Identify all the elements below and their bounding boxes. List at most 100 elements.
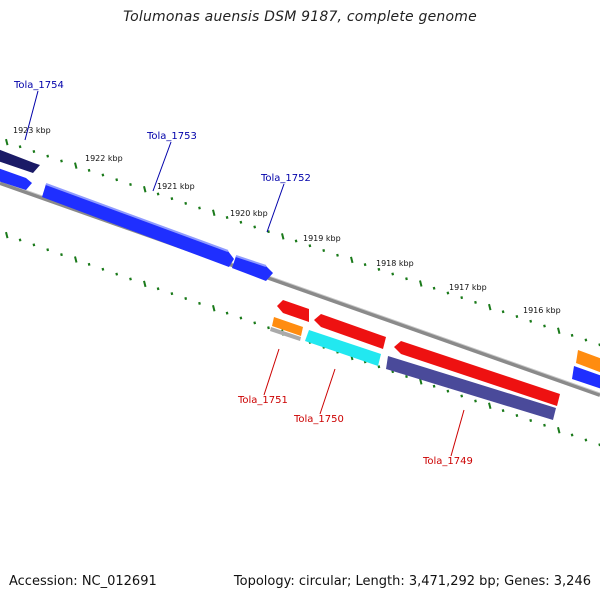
gene-tola-1751[interactable] xyxy=(270,300,309,341)
gene-label-tola-1751[interactable]: Tola_1751 xyxy=(237,395,288,406)
minor-tick xyxy=(184,201,188,205)
minor-tick xyxy=(170,292,174,296)
accession-label: Accession: NC_012691 xyxy=(9,574,157,589)
minor-tick xyxy=(115,178,119,182)
gene-highlight xyxy=(45,183,229,252)
minor-tick xyxy=(446,389,450,393)
scale-label: 1920 kbp xyxy=(230,209,268,218)
scale-label: 1918 kbp xyxy=(376,259,414,268)
major-tick xyxy=(74,162,78,169)
minor-tick xyxy=(32,149,36,153)
gene-right-edge-forward[interactable] xyxy=(572,350,600,390)
gene-tola-1752[interactable] xyxy=(232,255,273,281)
minor-tick xyxy=(377,365,381,369)
minor-tick xyxy=(198,206,201,210)
major-tick xyxy=(281,233,285,240)
minor-tick xyxy=(101,173,105,177)
major-tick xyxy=(143,185,147,193)
minor-tick xyxy=(529,319,533,323)
minor-tick xyxy=(432,286,436,290)
major-tick xyxy=(350,256,354,264)
gene-arrow[interactable] xyxy=(42,184,234,267)
gene-arrow[interactable] xyxy=(394,341,560,406)
gene-label-tola-1750[interactable]: Tola_1750 xyxy=(293,414,344,425)
gene-tola-1750[interactable] xyxy=(305,314,386,366)
minor-tick xyxy=(501,310,505,314)
gene-arrow[interactable] xyxy=(272,317,303,336)
gene-arrow[interactable] xyxy=(232,256,273,281)
gene-arrow[interactable] xyxy=(0,148,40,173)
minor-tick xyxy=(156,192,160,196)
minor-tick xyxy=(87,262,91,266)
gene-label-tola-1753[interactable]: Tola_1753 xyxy=(146,131,197,142)
scale-label: 1919 kbp xyxy=(303,234,341,243)
minor-tick xyxy=(198,301,201,305)
minor-tick xyxy=(474,399,477,403)
minor-tick xyxy=(253,321,257,325)
minor-tick xyxy=(253,225,257,229)
gene-arrow[interactable] xyxy=(270,327,301,341)
major-tick xyxy=(74,256,78,263)
major-tick xyxy=(212,209,216,217)
minor-tick xyxy=(474,300,477,304)
major-tick xyxy=(212,305,216,312)
gene-label-tola-1749[interactable]: Tola_1749 xyxy=(422,456,473,467)
gene-label-tola-1752[interactable]: Tola_1752 xyxy=(260,173,311,184)
gene-arrow[interactable] xyxy=(277,300,309,322)
minor-tick xyxy=(322,248,326,252)
minor-tick xyxy=(501,409,505,413)
minor-tick xyxy=(267,230,270,234)
minor-tick xyxy=(46,154,50,158)
gene-tola-1754[interactable] xyxy=(0,148,40,190)
minor-tick xyxy=(156,287,160,291)
major-tick xyxy=(419,280,423,287)
minor-tick xyxy=(529,418,533,422)
gene-arrow[interactable] xyxy=(0,167,32,190)
minor-tick xyxy=(515,315,519,319)
minor-tick xyxy=(170,197,174,201)
minor-tick xyxy=(460,394,464,398)
minor-tick xyxy=(225,215,229,219)
minor-tick xyxy=(239,316,243,320)
gene-highlight xyxy=(235,255,267,267)
gene-label-tola-1754[interactable]: Tola_1754 xyxy=(13,80,64,91)
scale-ticks xyxy=(5,138,600,447)
minor-tick xyxy=(377,267,381,271)
gene-tola-1749[interactable] xyxy=(386,341,560,420)
minor-tick xyxy=(294,239,298,243)
minor-tick xyxy=(391,272,395,276)
gene-labels: Tola_1754 Tola_1753 Tola_1752 Tola_1751 … xyxy=(13,80,473,467)
gene-tola-1753[interactable] xyxy=(42,183,234,267)
minor-tick xyxy=(87,168,91,172)
minor-tick xyxy=(460,296,464,300)
minor-tick xyxy=(308,244,312,248)
gene-arrow[interactable] xyxy=(386,356,556,420)
gene-arrow[interactable] xyxy=(314,314,386,349)
minor-tick xyxy=(543,423,546,427)
minor-tick xyxy=(405,277,408,281)
minor-tick xyxy=(363,263,367,267)
major-tick xyxy=(557,426,561,434)
minor-tick xyxy=(18,145,22,149)
minor-tick xyxy=(129,182,132,186)
minor-tick xyxy=(405,375,408,379)
minor-tick xyxy=(184,297,188,301)
minor-tick xyxy=(570,333,574,337)
scale-label: 1922 kbp xyxy=(85,154,123,163)
minor-tick xyxy=(446,291,450,295)
minor-tick xyxy=(239,220,243,224)
major-tick xyxy=(5,138,9,146)
minor-tick xyxy=(570,433,574,437)
scale-label: 1921 kbp xyxy=(157,182,195,191)
minor-tick xyxy=(267,326,270,330)
gene-arrow[interactable] xyxy=(576,350,600,374)
gene-arrow[interactable] xyxy=(305,330,381,366)
genome-title: Tolumonas auensis DSM 9187, complete gen… xyxy=(123,9,477,25)
minor-tick xyxy=(129,277,132,281)
gene-arrow[interactable] xyxy=(572,366,600,390)
minor-tick xyxy=(18,238,22,242)
scale-labels: 1923 kbp 1922 kbp 1921 kbp 1920 kbp 1919… xyxy=(13,126,561,315)
scale-label: 1916 kbp xyxy=(523,306,561,315)
scale-label: 1917 kbp xyxy=(449,283,487,292)
